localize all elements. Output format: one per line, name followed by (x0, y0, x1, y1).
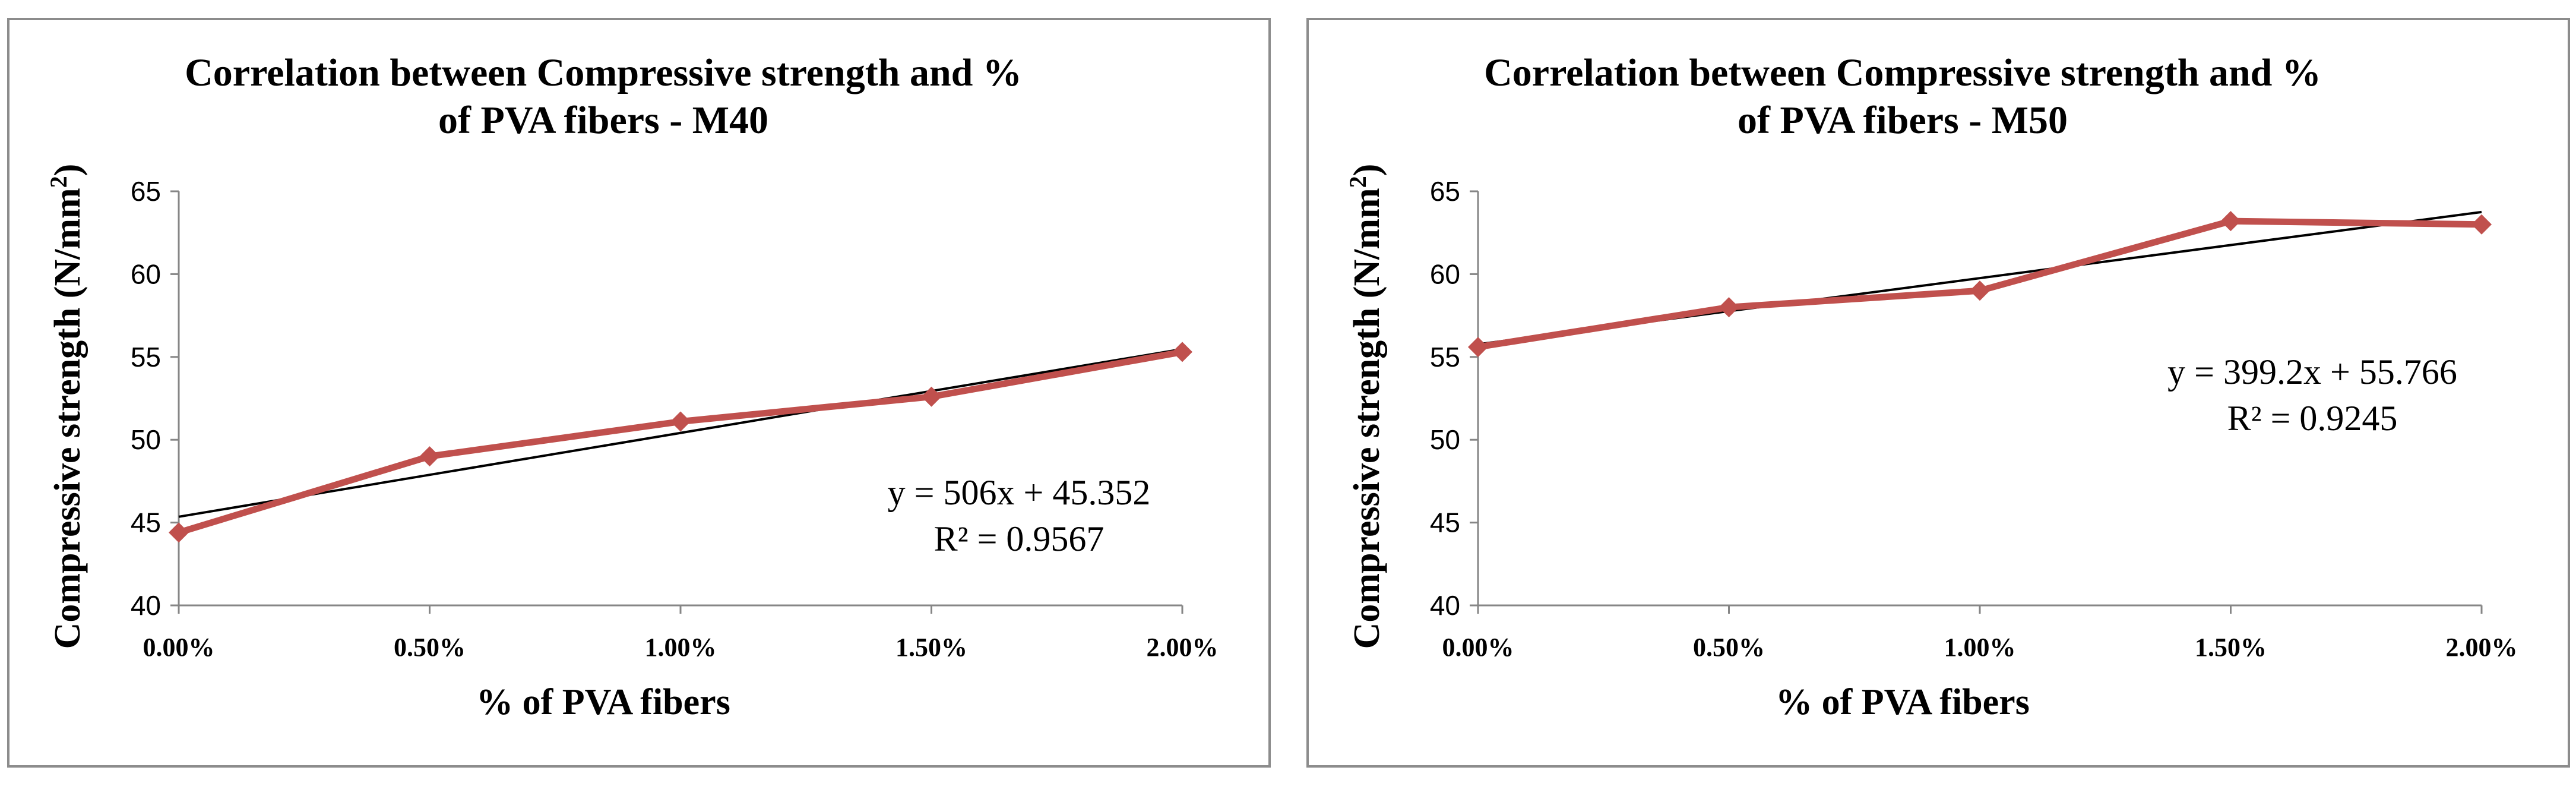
x-tick-label: 0.00% (1442, 633, 1514, 662)
y-tick-label: 45 (131, 507, 161, 538)
x-tick-label: 2.00% (1147, 633, 1219, 662)
y-tick-label: 60 (1430, 258, 1460, 289)
x-tick-label: 1.50% (895, 633, 967, 662)
data-point-marker (921, 386, 942, 407)
data-point-marker (1172, 342, 1192, 362)
trendline (178, 348, 1183, 518)
y-tick-label: 50 (1430, 424, 1460, 455)
chart-title-line-1: Correlation between Compressive strength… (185, 51, 1022, 94)
data-point-marker (1719, 297, 1739, 318)
chart-svg: Correlation between Compressive strength… (1344, 51, 2518, 722)
x-tick-label: 1.00% (645, 633, 717, 662)
trendline-r2: R² = 0.9245 (2227, 399, 2398, 438)
y-axis-title: Compressive strength (N/mm2) (45, 164, 88, 649)
data-point-marker (670, 411, 691, 432)
chart-svg: Correlation between Compressive strength… (45, 51, 1219, 722)
y-ticks-group: 40 45 50 55 60 65 (131, 176, 179, 621)
trendline-equation: y = 506x + 45.352 (888, 473, 1151, 512)
y-tick-label: 55 (131, 342, 161, 373)
chart-title-line-2: of PVA fibers - M40 (438, 99, 768, 142)
y-tick-label: 40 (1430, 590, 1460, 621)
data-point-marker (419, 446, 440, 467)
data-point-marker (1970, 280, 1990, 301)
data-point-marker (2220, 211, 2241, 232)
y-tick-label: 65 (131, 176, 161, 207)
x-axis-title: % of PVA fibers (1776, 682, 2030, 722)
x-ticks-group: 0.00% 0.50% 1.00% 1.50% 2.00% (143, 605, 1219, 662)
y-tick-label: 50 (131, 424, 161, 455)
markers-group (1468, 211, 2492, 358)
trendline-r2: R² = 0.9567 (934, 519, 1105, 558)
chart-panel-m50: Correlation between Compressive strength… (1306, 18, 2570, 768)
data-point-marker (2471, 214, 2492, 235)
x-tick-label: 1.50% (2195, 633, 2267, 662)
x-tick-label: 0.50% (1693, 633, 1765, 662)
chart-panel-m40: Correlation between Compressive strength… (7, 18, 1271, 768)
y-tick-label: 45 (1430, 507, 1460, 538)
trendline-equation: y = 399.2x + 55.766 (2167, 352, 2457, 392)
x-ticks-group: 0.00% 0.50% 1.00% 1.50% 2.00% (1442, 605, 2518, 662)
chart-title-line-2: of PVA fibers - M50 (1738, 99, 2068, 142)
x-tick-label: 1.00% (1944, 633, 2016, 662)
x-tick-label: 2.00% (2446, 633, 2518, 662)
data-point-marker (169, 522, 189, 543)
y-ticks-group: 40 45 50 55 60 65 (1430, 176, 1478, 621)
y-axis-title: Compressive strength (N/mm2) (1344, 164, 1387, 649)
y-tick-label: 65 (1430, 176, 1460, 207)
chart-title-line-1: Correlation between Compressive strength… (1484, 51, 2321, 94)
y-tick-label: 40 (131, 590, 161, 621)
data-point-marker (1468, 337, 1488, 358)
x-axis-title: % of PVA fibers (476, 682, 730, 722)
y-tick-label: 55 (1430, 342, 1460, 373)
x-tick-label: 0.00% (143, 633, 215, 662)
x-tick-label: 0.50% (394, 633, 466, 662)
markers-group (169, 342, 1192, 543)
y-tick-label: 60 (131, 258, 161, 289)
